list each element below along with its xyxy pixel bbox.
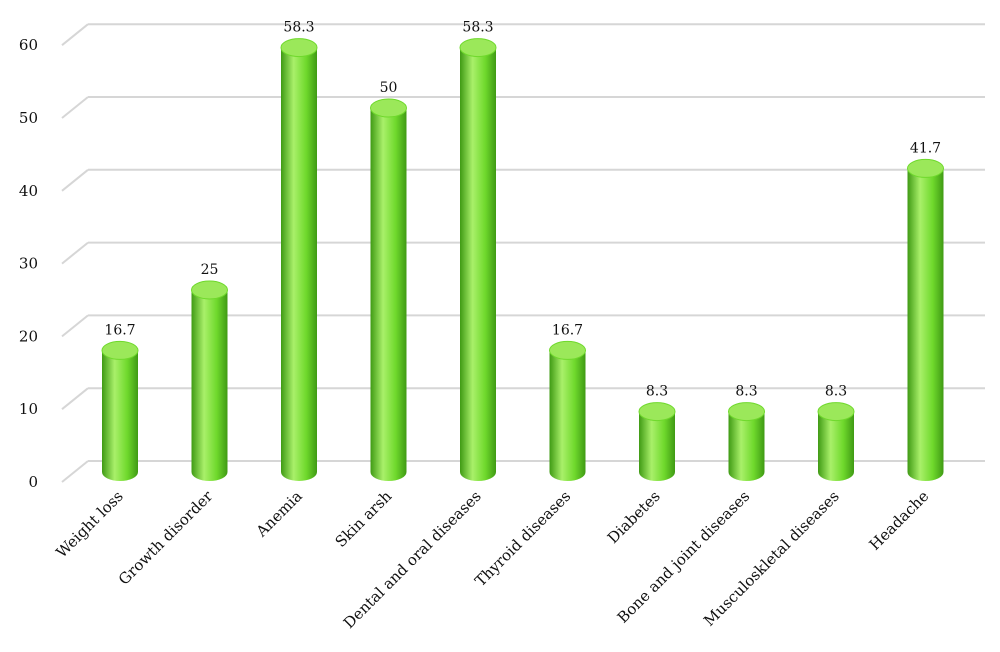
- x-category-label: Headache: [866, 487, 933, 554]
- bar-top: [728, 402, 765, 422]
- bar: [280, 38, 318, 481]
- bar-top: [280, 38, 318, 58]
- bar-top: [638, 402, 676, 422]
- bar-body: [728, 411, 765, 482]
- gridline-diagonal: [61, 460, 89, 483]
- y-tick-label: 20: [19, 327, 38, 345]
- data-label: 58.3: [462, 20, 493, 36]
- bar-top: [817, 402, 855, 422]
- bar: [728, 402, 765, 482]
- bar-body: [281, 47, 317, 481]
- data-label: 8.3: [646, 384, 668, 400]
- gridline-diagonal: [61, 169, 89, 192]
- y-axis-ticks: 0 10 20 30 40 50 60: [19, 36, 38, 491]
- bar-top: [191, 280, 228, 300]
- data-label: 41.7: [910, 140, 941, 156]
- gridline-diagonal: [61, 387, 89, 410]
- bar-body: [818, 411, 854, 481]
- bar: [459, 38, 497, 482]
- x-category-label: Anemia: [252, 487, 306, 541]
- bar: [191, 280, 228, 482]
- data-labels: 16.7 25 58.3 50 58.3 16.7 8.3 8.3 8.3 41.7: [104, 20, 941, 400]
- bar-body: [191, 290, 228, 482]
- bar-top: [907, 158, 944, 178]
- y-tick-label: 10: [19, 400, 38, 418]
- x-category-label: Weight loss: [52, 487, 126, 561]
- data-label: 25: [201, 262, 219, 278]
- bar: [549, 340, 586, 482]
- data-label: 16.7: [104, 322, 135, 338]
- bar-top: [101, 340, 139, 360]
- data-label: 8.3: [735, 384, 757, 400]
- bar: [638, 402, 676, 481]
- data-label: 50: [380, 80, 398, 96]
- data-label: 58.3: [283, 20, 314, 36]
- bar: [817, 402, 855, 481]
- gridlines: [61, 23, 985, 483]
- data-label: 16.7: [552, 322, 583, 338]
- x-category-label: Skin arsh: [332, 487, 396, 551]
- y-tick-label: 60: [19, 36, 38, 54]
- y-tick-label: 0: [28, 473, 38, 491]
- gridline-diagonal: [61, 314, 89, 338]
- y-tick-label: 50: [19, 109, 38, 127]
- bar-body: [460, 47, 496, 482]
- bar-body: [370, 108, 407, 482]
- gridline-diagonal: [61, 23, 89, 46]
- bar-body: [102, 350, 138, 481]
- x-category-label: Thyroid diseases: [471, 487, 574, 590]
- bar-top: [459, 38, 497, 58]
- x-category-label: Diabetes: [604, 487, 664, 547]
- bar: [101, 340, 139, 481]
- x-category-label: Growth disorder: [115, 487, 217, 589]
- bar-top: [370, 98, 407, 118]
- data-label: 8.3: [825, 384, 847, 400]
- y-tick-label: 30: [19, 255, 38, 273]
- bar-body: [907, 168, 944, 482]
- bar: [907, 158, 944, 482]
- gridline-diagonal: [61, 241, 89, 265]
- bars: [101, 38, 944, 482]
- bar-top: [549, 340, 586, 360]
- bar: [370, 98, 407, 482]
- gridline-diagonal: [61, 96, 89, 119]
- bar-body: [549, 350, 586, 482]
- bar-body: [639, 411, 675, 481]
- y-tick-label: 40: [19, 182, 38, 200]
